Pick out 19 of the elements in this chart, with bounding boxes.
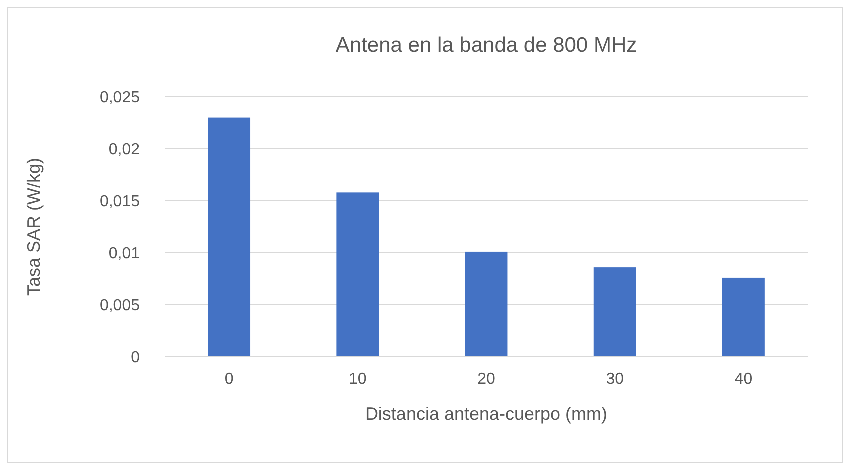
y-tick-label: 0,025 [100, 90, 140, 107]
y-tick-label: 0,015 [100, 194, 140, 211]
x-tick-label: 0 [224, 371, 234, 388]
bar [722, 278, 765, 357]
chart-title: Antena en la banda de 800 MHz [336, 34, 638, 57]
bar [465, 252, 508, 357]
bar [208, 118, 251, 357]
x-axis-title: Distancia antena-cuerpo (mm) [365, 404, 608, 424]
bar [594, 268, 636, 357]
x-tick-label: 30 [606, 371, 624, 388]
y-tick-label: 0,02 [108, 142, 140, 159]
x-tick-label: 20 [478, 371, 496, 388]
y-axis-title: Tasa SAR (W/kg) [24, 158, 44, 296]
x-tick-label: 40 [734, 371, 753, 388]
x-tick-label: 10 [349, 371, 367, 388]
y-tick-label: 0,005 [100, 298, 140, 315]
y-tick-label: 0,01 [108, 246, 140, 263]
y-tick-label: 0 [131, 350, 140, 367]
bar [336, 192, 380, 357]
